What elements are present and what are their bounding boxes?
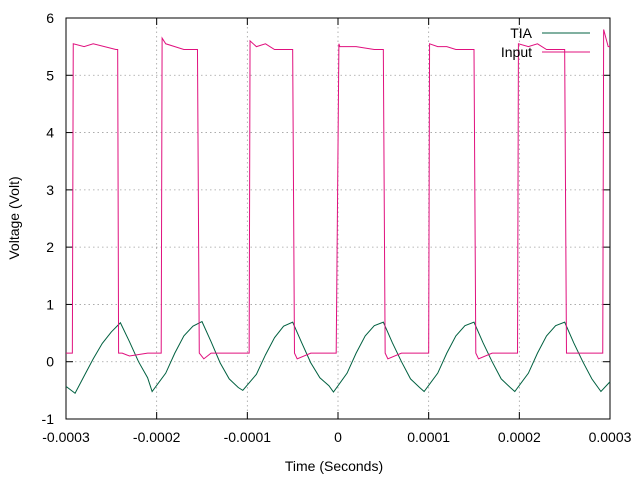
x-tick-label: 0 bbox=[334, 429, 342, 445]
series-layer bbox=[65, 29, 611, 394]
series-line-input bbox=[66, 29, 610, 360]
legend-label-tia: TIA bbox=[510, 25, 532, 41]
x-tick-label: 0.0001 bbox=[407, 429, 450, 445]
x-tick-label: -0.0003 bbox=[42, 429, 90, 445]
grid bbox=[66, 18, 610, 419]
y-tick-label: 4 bbox=[46, 125, 54, 141]
legend: TIA Input bbox=[501, 25, 590, 60]
y-tick-label: 0 bbox=[46, 354, 54, 370]
y-tick-label: 6 bbox=[46, 10, 54, 26]
axis-ticks: -0.0003 -0.0002 -0.0001 0 0.0001 0.0002 0.0003… bbox=[42, 10, 632, 445]
legend-label-input: Input bbox=[501, 44, 532, 60]
y-tick-label: -1 bbox=[42, 411, 55, 427]
x-tick-label: -0.0001 bbox=[224, 429, 272, 445]
y-tick-label: 5 bbox=[46, 67, 54, 83]
x-tick-label: 0.0002 bbox=[498, 429, 541, 445]
x-axis-label: Time (Seconds) bbox=[285, 458, 383, 474]
series-line-tia bbox=[65, 320, 611, 394]
y-tick-label: 2 bbox=[46, 239, 54, 255]
y-tick-label: 1 bbox=[46, 296, 54, 312]
x-tick-label: 0.0003 bbox=[589, 429, 632, 445]
y-tick-label: 3 bbox=[46, 182, 54, 198]
x-tick-label: -0.0002 bbox=[133, 429, 181, 445]
y-axis-label: Voltage (Volt) bbox=[6, 176, 22, 259]
plot-frame bbox=[65, 17, 611, 420]
